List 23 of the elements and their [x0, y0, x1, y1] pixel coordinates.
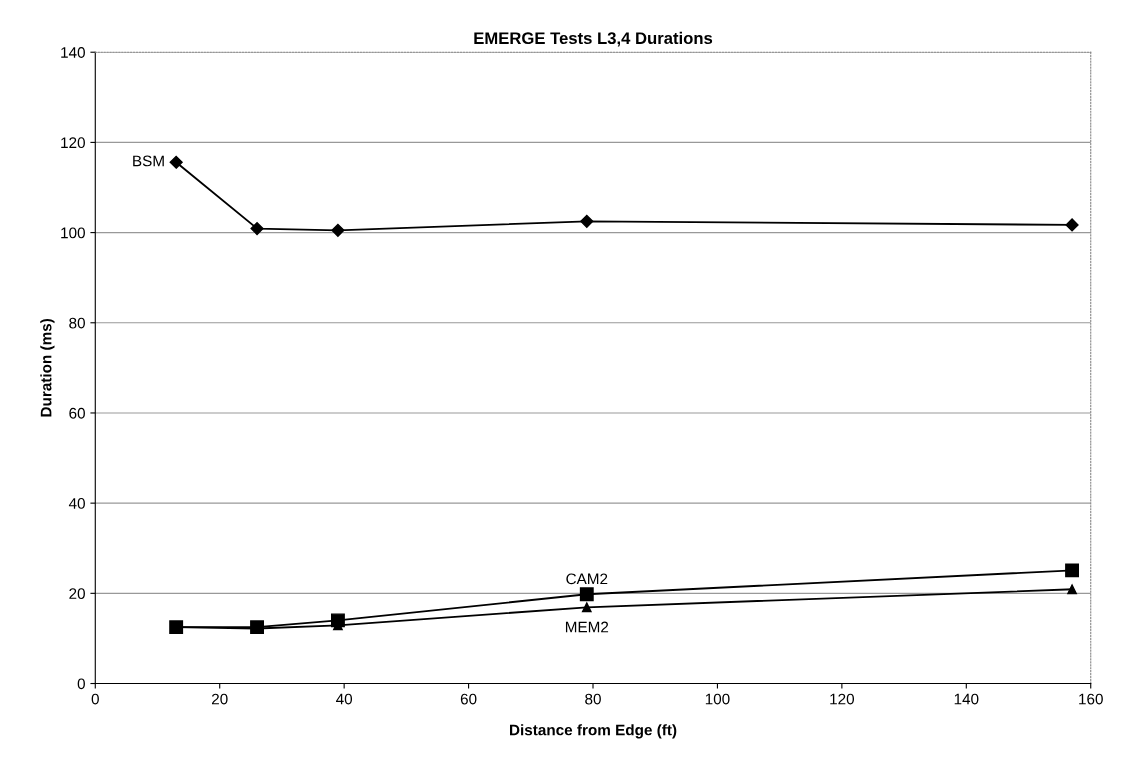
series-label: BSM	[133, 155, 164, 167]
y-tick-label: 140	[61, 47, 85, 58]
y-tick-label: 0	[77, 678, 85, 690]
y-tick-label: 60	[69, 407, 85, 419]
x-tick-label: 40	[336, 693, 353, 705]
x-tick-label: 100	[705, 693, 730, 705]
x-tick-label: 80	[585, 693, 601, 705]
y-tick-label: 120	[61, 137, 85, 149]
x-tick-label: 20	[211, 693, 228, 705]
y-tick-label: 80	[69, 317, 85, 329]
x-tick-label: 140	[954, 693, 979, 705]
y-tick-label: 20	[69, 588, 85, 600]
y-axis-title: Duration (ms)	[40, 318, 55, 417]
chart-title: EMERGE Tests L3,4 Durations	[474, 31, 713, 47]
x-tick-label: 160	[1079, 693, 1103, 705]
x-tick-label: 0	[91, 693, 99, 705]
x-tick-label: 60	[460, 693, 477, 705]
series-label: MEM2	[565, 621, 609, 633]
x-axis-title: Distance from Edge (ft)	[510, 724, 677, 739]
y-tick-label: 100	[61, 227, 85, 239]
series-label: CAM2	[566, 573, 608, 585]
x-tick-label: 120	[830, 693, 855, 705]
y-tick-label: 40	[68, 498, 85, 509]
